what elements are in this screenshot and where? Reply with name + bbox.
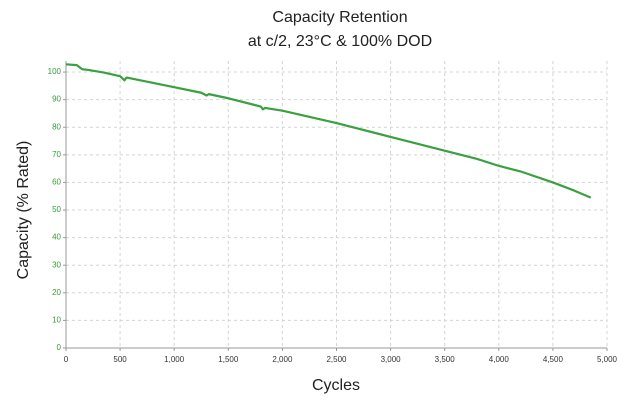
data-line bbox=[65, 63, 592, 199]
y-tick-label: 70 bbox=[52, 150, 61, 159]
y-tick-label: 90 bbox=[52, 95, 61, 104]
x-tick-label: 3,500 bbox=[435, 355, 456, 364]
x-tick-label: 2,000 bbox=[272, 355, 293, 364]
chart-subtitle: at c/2, 23°C & 100% DOD bbox=[248, 33, 432, 50]
x-axis-label: Cycles bbox=[312, 377, 360, 394]
x-tick-label: 500 bbox=[113, 355, 127, 364]
x-tick-label: 3,000 bbox=[381, 355, 402, 364]
x-tick-label: 0 bbox=[64, 355, 69, 364]
y-tick-label: 10 bbox=[52, 316, 61, 325]
x-tick-label: 1,000 bbox=[164, 355, 185, 364]
x-tick-label: 5,000 bbox=[597, 355, 617, 364]
y-tick-label: 40 bbox=[52, 233, 61, 242]
x-tick-label: 1,500 bbox=[218, 355, 239, 364]
y-tick-label: 100 bbox=[48, 67, 62, 76]
y-tick-label: 30 bbox=[52, 260, 61, 269]
y-tick-label: 60 bbox=[52, 178, 61, 187]
y-tick-label: 0 bbox=[57, 343, 62, 352]
x-tick-label: 2,500 bbox=[326, 355, 347, 364]
chart-title: Capacity Retention bbox=[272, 9, 407, 26]
y-tick-label: 50 bbox=[52, 205, 61, 214]
x-tick-label: 4,000 bbox=[489, 355, 510, 364]
y-tick-label: 20 bbox=[52, 288, 61, 297]
y-tick-label: 80 bbox=[52, 122, 61, 131]
y-axis-label: Capacity (% Rated) bbox=[15, 141, 32, 280]
x-tick-label: 4,500 bbox=[543, 355, 564, 364]
